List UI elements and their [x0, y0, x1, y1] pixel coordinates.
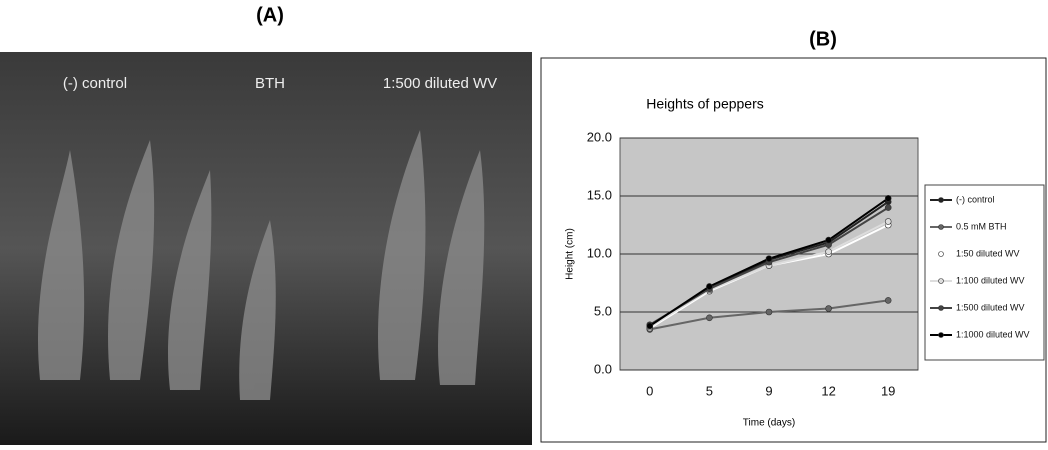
legend	[924, 184, 1045, 361]
legend-marker	[938, 197, 944, 203]
chart-title: Heights of peppers	[646, 96, 764, 112]
y-tick-label: 10.0	[587, 245, 612, 260]
data-point	[884, 195, 892, 202]
data-point	[825, 236, 832, 244]
data-point	[884, 297, 892, 304]
x-axis-label: Time (days)	[743, 418, 795, 429]
legend-label: 0.5 mM BTH	[956, 221, 1007, 231]
legend-label: 1:1000 diluted WV	[956, 329, 1030, 339]
y-tick-label: 5.0	[594, 303, 612, 318]
data-point	[884, 204, 892, 211]
x-tick-label: 19	[881, 383, 895, 398]
legend-marker	[938, 332, 944, 338]
data-point	[646, 322, 654, 330]
legend-label: 1:50 diluted WV	[956, 248, 1020, 258]
panel-label: (B)	[809, 28, 837, 50]
legend-marker	[938, 305, 944, 311]
photo-caption: 1:500 diluted WV	[383, 75, 497, 92]
data-point	[825, 305, 832, 312]
x-tick-label: 5	[706, 383, 713, 398]
legend-marker	[938, 224, 944, 230]
data-point	[706, 314, 713, 322]
legend-label: 1:100 diluted WV	[956, 275, 1025, 285]
photo-caption: (-) control	[63, 75, 127, 92]
data-point	[825, 248, 832, 255]
data-point	[884, 218, 892, 225]
y-tick-label: 20.0	[587, 129, 612, 144]
panel-label: (A)	[256, 4, 284, 26]
legend-label: 1:500 diluted WV	[956, 302, 1025, 312]
legend-marker	[938, 251, 944, 257]
data-point	[765, 308, 773, 316]
x-tick-label: 12	[821, 383, 835, 398]
x-tick-label: 9	[765, 383, 772, 398]
legend-label: (-) control	[956, 194, 995, 204]
photo-caption: BTH	[255, 75, 285, 92]
y-tick-label: 0.0	[594, 361, 612, 376]
data-point	[706, 283, 713, 290]
legend-marker	[938, 278, 944, 284]
data-point	[765, 255, 773, 262]
y-axis-label: Height (cm)	[565, 228, 576, 280]
y-tick-label: 15.0	[587, 187, 612, 202]
x-tick-label: 0	[646, 383, 653, 398]
photo: (-) control BTH 1:500 diluted WV	[0, 52, 532, 445]
